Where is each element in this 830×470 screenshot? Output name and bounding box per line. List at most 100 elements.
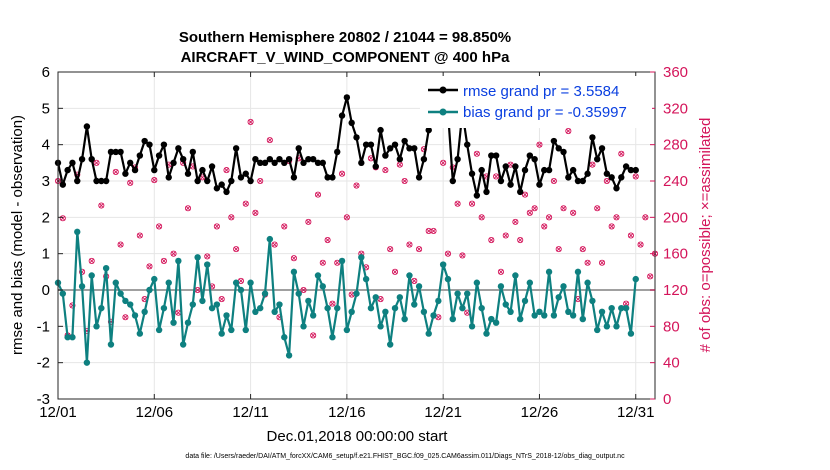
obs-cross-stroke — [411, 278, 417, 284]
bias-point — [613, 323, 620, 330]
obs-possible-marker — [136, 232, 143, 239]
footer-data-file: data file: /Users/raeder/DAI/ATM_forcXX/… — [185, 453, 625, 460]
obs-assimilated-marker — [594, 205, 600, 211]
bias-point — [324, 304, 331, 312]
rmse-point — [516, 188, 524, 196]
bias-point — [184, 319, 192, 326]
obs-possible-marker — [319, 259, 326, 266]
rmse-point — [622, 163, 630, 170]
obs-cross-stroke — [556, 246, 562, 252]
obs-assimilated-marker — [402, 178, 408, 184]
rmse-point — [309, 156, 317, 163]
bias-point — [160, 304, 168, 312]
bias-point — [88, 272, 95, 279]
obs-assimilated-marker — [556, 246, 562, 252]
obs-possible-marker — [151, 177, 158, 184]
obs-assimilated-marker — [291, 255, 297, 261]
obs-assimilated-marker — [642, 214, 648, 220]
obs-cross-stroke — [252, 210, 258, 216]
bias-point — [632, 275, 639, 283]
obs-assimilated-marker — [113, 169, 119, 175]
obs-cross-stroke — [599, 260, 605, 266]
obs-cross-stroke — [406, 242, 412, 248]
bias-point — [560, 283, 567, 290]
bias-point — [122, 297, 129, 305]
obs-possible-marker — [478, 214, 485, 221]
legend-bias-label: bias grand pr = -0.35997 — [463, 104, 627, 121]
rmse-point — [579, 177, 586, 185]
obs-cross-stroke — [228, 214, 234, 220]
bias-point — [208, 304, 216, 312]
obs-cross-stroke — [339, 171, 345, 177]
rmse-point — [204, 177, 211, 185]
left-tick-label: 4 — [42, 137, 50, 154]
rmse-point — [295, 145, 302, 152]
bias-point — [213, 301, 221, 308]
rmse-point — [613, 185, 620, 192]
rmse-point — [343, 94, 351, 101]
chart-title-line2: AIRCRAFT_V_WIND_COMPONENT @ 400 hPa — [181, 49, 511, 66]
obs-possible-marker — [546, 214, 553, 221]
obs-cross-stroke — [353, 183, 360, 189]
obs-possible-marker — [584, 259, 591, 266]
obs-cross-stroke — [628, 232, 634, 239]
bias-point — [146, 286, 153, 294]
obs-cross-stroke — [642, 214, 648, 220]
obs-assimilated-marker — [204, 253, 210, 259]
bias-point — [584, 279, 591, 286]
obs-cross-stroke — [122, 314, 128, 320]
bias-point — [367, 304, 375, 312]
obs-assimilated-marker — [416, 246, 422, 252]
obs-possible-marker — [242, 200, 249, 207]
bias-point — [627, 330, 635, 337]
obs-cross-stroke — [161, 258, 167, 264]
bias-point — [545, 268, 553, 276]
bias-point — [377, 323, 384, 330]
rmse-point — [464, 141, 471, 148]
obs-possible-marker — [93, 159, 100, 166]
obs-cross-stroke — [301, 287, 307, 293]
bias-point — [488, 315, 495, 323]
obs-possible-marker — [300, 286, 307, 294]
bias-point — [502, 301, 509, 308]
rmse-point — [483, 188, 490, 196]
bias-point — [179, 341, 187, 348]
y-axis-label-left: rmse and bias (model - observation) — [9, 115, 26, 355]
obs-cross-stroke — [305, 219, 311, 225]
rmse-point — [276, 156, 283, 163]
obs-possible-marker — [473, 150, 480, 157]
obs-cross-stroke — [195, 287, 201, 293]
obs-assimilated-marker — [305, 219, 311, 225]
rmse-point — [324, 174, 331, 181]
rmse-point — [531, 156, 538, 163]
obs-cross-stroke — [175, 310, 181, 316]
obs-possible-marker — [353, 182, 360, 189]
rmse-point — [228, 177, 235, 185]
obs-cross-stroke — [440, 160, 446, 166]
bias-point — [396, 294, 404, 301]
obs-assimilated-marker — [503, 232, 509, 239]
obs-cross-stroke — [633, 173, 639, 179]
obs-possible-marker — [502, 232, 509, 239]
obs-assimilated-marker — [392, 269, 398, 275]
rmse-point — [367, 141, 375, 148]
obs-cross-stroke — [575, 296, 581, 302]
obs-possible-marker — [560, 205, 567, 212]
obs-assimilated-marker — [387, 246, 393, 252]
obs-assimilated-marker — [435, 314, 441, 320]
bias-point — [541, 312, 548, 319]
obs-assimilated-marker — [151, 177, 157, 183]
bias-point — [112, 279, 119, 286]
obs-cross-stroke — [171, 251, 177, 257]
rmse-point — [348, 119, 355, 127]
rmse-point — [69, 159, 76, 167]
obs-possible-marker — [565, 127, 572, 135]
rmse-point — [151, 166, 158, 174]
obs-possible-marker — [122, 314, 129, 321]
rmse-point — [454, 156, 461, 163]
obs-cross-stroke — [493, 173, 499, 179]
obs-cross-stroke — [137, 232, 143, 239]
bias-point — [569, 312, 577, 319]
obs-assimilated-marker — [618, 151, 624, 157]
rmse-point — [305, 156, 312, 163]
